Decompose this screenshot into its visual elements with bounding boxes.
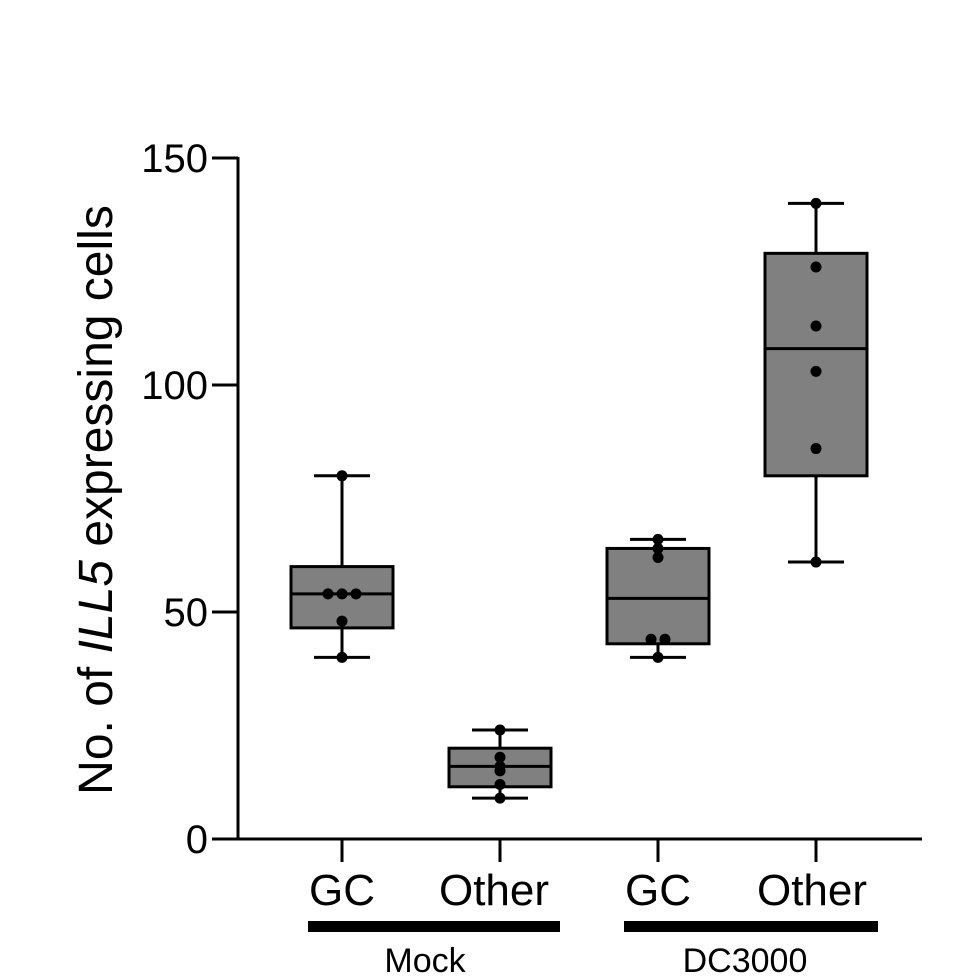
- y-axis: 0 50 100 150: [141, 137, 240, 862]
- data-point: [810, 443, 822, 455]
- x-category-label: Other: [757, 866, 867, 915]
- data-point: [645, 633, 657, 645]
- y-axis-title: No. of ILL5 expressing cells: [70, 205, 123, 795]
- data-point: [494, 792, 506, 804]
- x-category-label: GC: [309, 866, 375, 915]
- data-point: [652, 542, 664, 554]
- y-tick-label: 100: [141, 364, 208, 408]
- data-point: [810, 556, 822, 568]
- data-point: [322, 588, 334, 600]
- data-point: [494, 724, 506, 736]
- data-point: [652, 552, 664, 564]
- data-point: [336, 588, 348, 600]
- y-tick-label: 50: [164, 591, 209, 635]
- data-point: [659, 633, 671, 645]
- data-point: [810, 197, 822, 209]
- box-iqr: [605, 546, 711, 646]
- y-title-part: expressing cells: [70, 205, 123, 560]
- y-title-part: No. of: [70, 653, 123, 794]
- y-tick-label: 150: [141, 137, 208, 181]
- data-point: [494, 751, 506, 763]
- x-category-label: Other: [439, 866, 549, 915]
- group-label-mock: Mock: [384, 942, 466, 976]
- data-point: [336, 651, 348, 663]
- data-point: [494, 779, 506, 791]
- y-title-gene: ILL5: [70, 560, 123, 654]
- boxes-layer: [289, 197, 869, 804]
- group-brackets: Mock DC3000: [308, 921, 878, 976]
- data-point: [810, 365, 822, 377]
- x-axis: GC Other GC Other: [238, 837, 922, 915]
- group-label-dc3000: DC3000: [683, 942, 808, 976]
- data-point: [336, 470, 348, 482]
- data-point: [494, 760, 506, 772]
- data-point: [652, 651, 664, 663]
- data-point: [336, 615, 348, 627]
- group-bar-dc3000: [624, 921, 878, 932]
- data-point: [350, 588, 362, 600]
- data-point: [810, 261, 822, 273]
- group-bar-mock: [308, 921, 560, 932]
- x-category-label: GC: [625, 866, 691, 915]
- data-point: [652, 533, 664, 545]
- box-iqr: [763, 251, 869, 478]
- y-tick-label: 0: [186, 818, 208, 862]
- data-point: [810, 320, 822, 332]
